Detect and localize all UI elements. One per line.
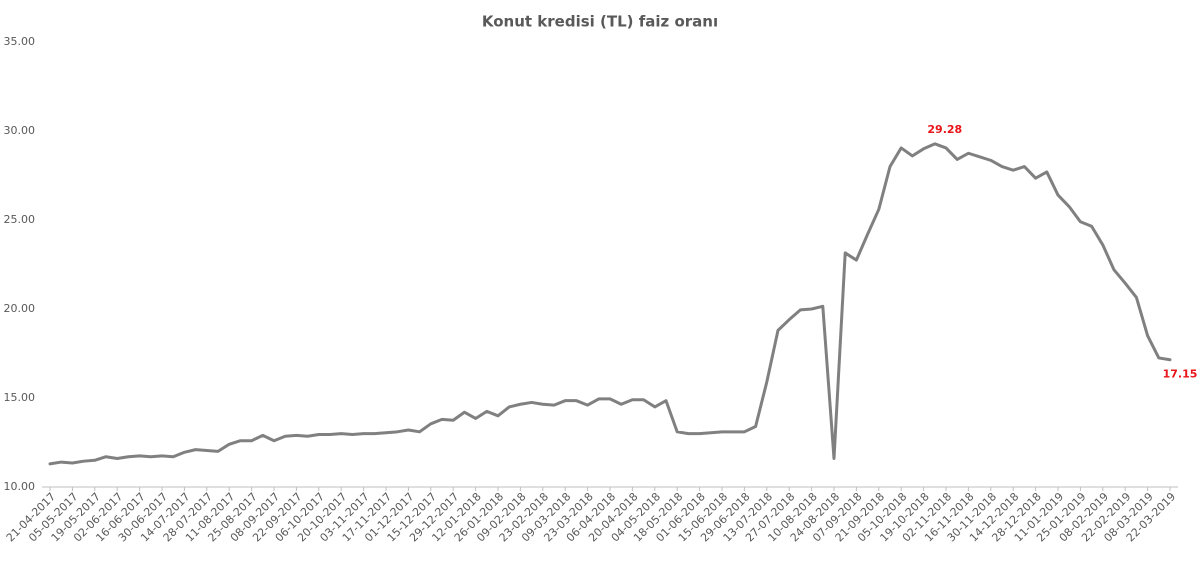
y-tick-label: 20.00 — [4, 302, 36, 315]
chart-title: Konut kredisi (TL) faiz oranı — [482, 13, 718, 31]
y-tick-label: 35.00 — [4, 35, 36, 48]
value-label: 17.15 — [1163, 368, 1198, 381]
y-tick-label: 15.00 — [4, 391, 36, 404]
y-tick-label: 25.00 — [4, 213, 36, 226]
y-tick-label: 10.00 — [4, 480, 36, 493]
value-label: 29.28 — [927, 123, 962, 136]
line — [48, 142, 1172, 466]
y-tick-label: 30.00 — [4, 124, 36, 137]
